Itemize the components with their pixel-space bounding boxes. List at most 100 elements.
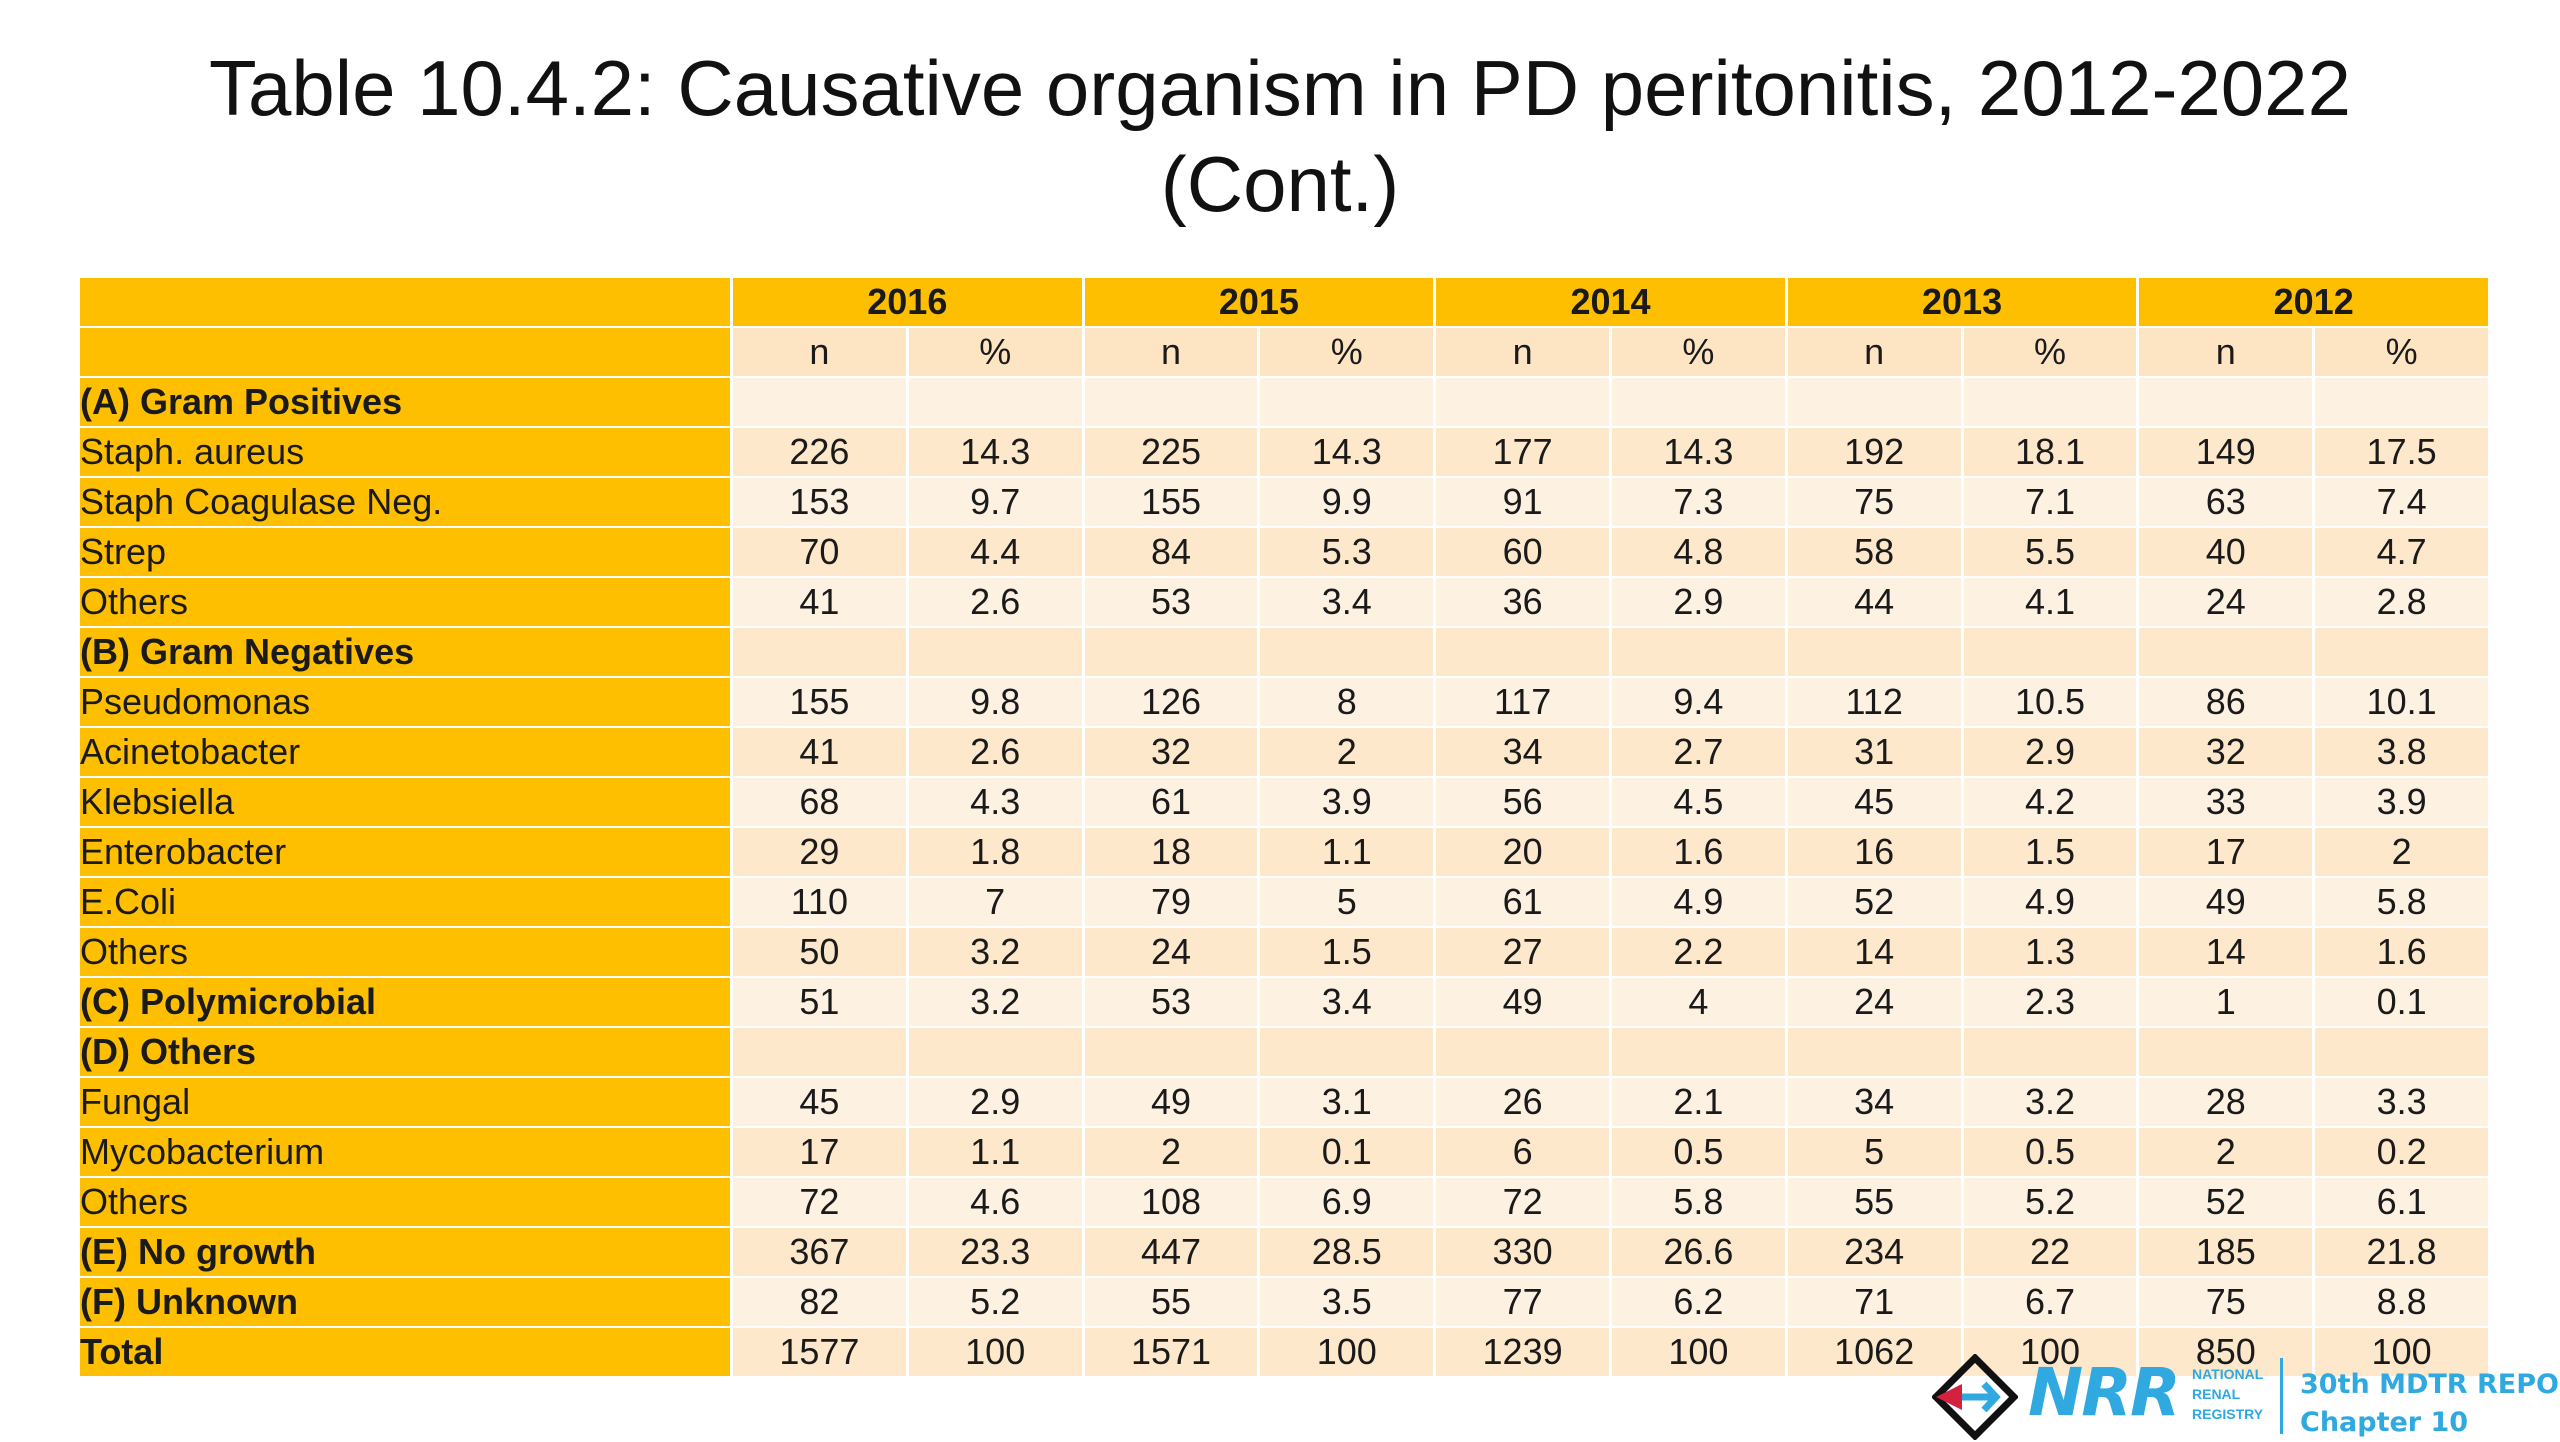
table-row: Fungal 45 2.9 49 3.1 26 2.1 34 3.2 28 3.3 [80, 1078, 2488, 1128]
year-header: 2013 [1787, 278, 2137, 328]
table-row: Mycobacterium 17 1.1 2 0.1 6 0.5 5 0.5 2 0.2 [80, 1128, 2488, 1178]
table-row: (D) Others [80, 1028, 2488, 1078]
pct-cell: 6.9 [1260, 1178, 1434, 1228]
empty-cell [2315, 628, 2488, 678]
empty-cell [1611, 1028, 1785, 1078]
pct-header: % [1260, 328, 1434, 378]
pct-cell: 7.4 [2315, 478, 2488, 528]
logo-sub-line: NATIONAL [2192, 1366, 2264, 1382]
n-cell: 447 [1084, 1228, 1258, 1278]
n-cell: 33 [2139, 778, 2313, 828]
table-row: Klebsiella 68 4.3 61 3.9 56 4.5 45 4.2 33 3.9 [80, 778, 2488, 828]
pct-cell: 7.1 [1963, 478, 2137, 528]
row-label: Staph. aureus [80, 428, 730, 478]
table-row: Pseudomonas 155 9.8 126 8 117 9.4 112 10.5 86 10.1 [80, 678, 2488, 728]
pct-cell: 14.3 [1611, 428, 1785, 478]
n-cell: 63 [2139, 478, 2313, 528]
pct-cell: 3.5 [1260, 1278, 1434, 1328]
n-cell: 24 [1787, 978, 1961, 1028]
table-row: Others 50 3.2 24 1.5 27 2.2 14 1.3 14 1.6 [80, 928, 2488, 978]
empty-cell [1436, 378, 1609, 428]
pct-cell: 4.8 [1611, 528, 1785, 578]
row-label: Staph Coagulase Neg. [80, 478, 730, 528]
footer-branding: NRR NATIONAL RENAL REGISTRY 30th MDTR RE… [1920, 1348, 2560, 1440]
n-cell: 226 [733, 428, 906, 478]
row-label: Enterobacter [80, 828, 730, 878]
table-row: Enterobacter 29 1.8 18 1.1 20 1.6 16 1.5 17 2 [80, 828, 2488, 878]
n-cell: 52 [2139, 1178, 2313, 1228]
table-row: Acinetobacter 41 2.6 32 2 34 2.7 31 2.9 32 3.8 [80, 728, 2488, 778]
pct-cell: 17.5 [2315, 428, 2488, 478]
row-label: (F) Unknown [80, 1278, 730, 1328]
n-cell: 53 [1084, 978, 1258, 1028]
pct-cell: 8 [1260, 678, 1434, 728]
pct-cell: 2.9 [1963, 728, 2137, 778]
pct-cell: 2.9 [908, 1078, 1082, 1128]
sub-header-row: n % n % n % n % n % [80, 328, 2488, 378]
pct-cell: 2.6 [908, 578, 1082, 628]
year-header: 2012 [2139, 278, 2488, 328]
n-cell: 110 [733, 878, 906, 928]
n-cell: 91 [1436, 478, 1609, 528]
n-header: n [1084, 328, 1258, 378]
n-cell: 155 [733, 678, 906, 728]
pct-cell: 3.4 [1260, 578, 1434, 628]
logo-subtitle: NATIONAL RENAL REGISTRY [2192, 1364, 2272, 1424]
n-cell: 41 [733, 578, 906, 628]
pct-cell: 9.9 [1260, 478, 1434, 528]
pct-cell: 100 [908, 1328, 1082, 1378]
pct-cell: 7 [908, 878, 1082, 928]
n-cell: 61 [1084, 778, 1258, 828]
pct-header: % [1611, 328, 1785, 378]
empty-cell [2315, 378, 2488, 428]
empty-cell [908, 1028, 1082, 1078]
pct-cell: 0.5 [1611, 1128, 1785, 1178]
empty-cell [1787, 1028, 1961, 1078]
pct-cell: 4.4 [908, 528, 1082, 578]
table-body: (A) Gram Positives Staph. aureus 226 14.3 22… [80, 378, 2488, 1378]
row-label: E.Coli [80, 878, 730, 928]
pct-cell: 3.4 [1260, 978, 1434, 1028]
n-cell: 6 [1436, 1128, 1609, 1178]
pct-cell: 5.2 [908, 1278, 1082, 1328]
n-cell: 1577 [733, 1328, 906, 1378]
report-chapter: Chapter 10 [2300, 1407, 2469, 1438]
pct-cell: 4.9 [1611, 878, 1785, 928]
pct-cell: 1.5 [1260, 928, 1434, 978]
table-row: (B) Gram Negatives [80, 628, 2488, 678]
pct-cell: 3.9 [2315, 778, 2488, 828]
n-cell: 14 [2139, 928, 2313, 978]
n-cell: 126 [1084, 678, 1258, 728]
nrr-logo-icon [1932, 1354, 2018, 1440]
n-cell: 41 [733, 728, 906, 778]
n-cell: 86 [2139, 678, 2313, 728]
n-cell: 153 [733, 478, 906, 528]
pct-cell: 9.7 [908, 478, 1082, 528]
empty-cell [1611, 628, 1785, 678]
pct-cell: 26.6 [1611, 1228, 1785, 1278]
pct-cell: 2.3 [1963, 978, 2137, 1028]
n-header: n [733, 328, 906, 378]
n-cell: 52 [1787, 878, 1961, 928]
empty-cell [2139, 378, 2313, 428]
pct-cell: 0.1 [2315, 978, 2488, 1028]
n-cell: 24 [1084, 928, 1258, 978]
pct-cell: 14.3 [1260, 428, 1434, 478]
pct-cell: 4.6 [908, 1178, 1082, 1228]
pct-header: % [1963, 328, 2137, 378]
empty-cell [1084, 378, 1258, 428]
n-cell: 14 [1787, 928, 1961, 978]
pct-cell: 3.8 [2315, 728, 2488, 778]
organism-table: 2016 2015 2014 2013 2012 n % n % n % n %… [77, 278, 2491, 1378]
year-header: 2015 [1084, 278, 1434, 328]
pct-cell: 0.2 [2315, 1128, 2488, 1178]
table-row: (C) Polymicrobial 51 3.2 53 3.4 49 4 24 2.3 1 0.1 [80, 978, 2488, 1028]
pct-cell: 5 [1260, 878, 1434, 928]
row-label: Total [80, 1328, 730, 1378]
n-cell: 234 [1787, 1228, 1961, 1278]
n-cell: 60 [1436, 528, 1609, 578]
empty-cell [1260, 628, 1434, 678]
n-cell: 1062 [1787, 1328, 1961, 1378]
n-cell: 18 [1084, 828, 1258, 878]
empty-cell [2139, 1028, 2313, 1078]
